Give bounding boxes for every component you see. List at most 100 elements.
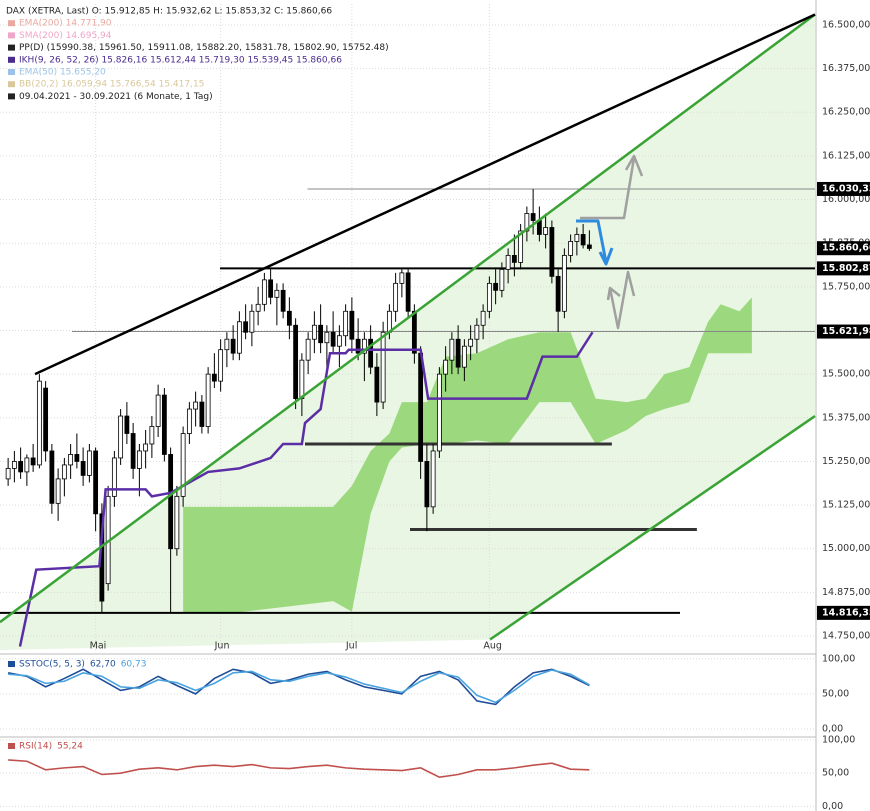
legend-swatch	[8, 20, 15, 27]
indicator-title: SSTOC(5, 5, 3)	[19, 660, 85, 670]
candle-body	[43, 387, 49, 452]
candle-body	[524, 213, 530, 232]
candle-body	[499, 268, 505, 291]
candle-body	[399, 272, 405, 284]
y-tick-label: 0,00	[822, 723, 843, 734]
price-tag	[817, 241, 870, 256]
price-tag	[817, 324, 870, 339]
legend-text: EMA(200) 14.771,90	[19, 19, 112, 29]
legend-text: DAX (XETRA, Last) O: 15.912,85 H: 15.932…	[6, 7, 332, 17]
x-tick-label: Mai	[90, 641, 107, 652]
candle-body	[80, 461, 86, 476]
x-tick-label: Jul	[345, 641, 357, 652]
candle-body	[255, 303, 261, 312]
price-tag	[817, 261, 870, 276]
candle-body	[574, 234, 580, 242]
y-tick-label: 15.500,00	[822, 369, 870, 380]
channel-fill	[0, 14, 815, 651]
price-tag-label: 15.802,87	[822, 263, 870, 274]
candle-body	[93, 450, 99, 515]
y-tick-label: 50,00	[822, 688, 849, 699]
candle-body	[568, 241, 574, 256]
kijun-line	[18, 331, 594, 647]
candle-body	[230, 338, 236, 354]
y-tick-label: 16.125,00	[822, 150, 870, 161]
trendline	[489, 415, 816, 641]
y-tick-label: 15.000,00	[822, 543, 870, 554]
candle-body	[243, 321, 249, 333]
y-tick-label: 15.250,00	[822, 456, 870, 467]
candle-body	[586, 244, 592, 249]
candle-body	[30, 457, 36, 466]
arrow	[580, 157, 636, 220]
candle-body	[124, 415, 130, 434]
candle-body	[130, 433, 136, 469]
legend-text: BB(20,2) 16.059,94 15.766,54 15.417,15	[19, 80, 204, 90]
legend-swatch	[8, 32, 15, 39]
candle-body	[405, 272, 411, 312]
candle-body	[199, 401, 205, 427]
candle-body	[505, 255, 511, 270]
candle-body	[161, 394, 167, 455]
price-tag-label: 15.621,98	[822, 326, 870, 337]
trendline	[0, 13, 816, 624]
y-tick-label: 16.000,00	[822, 194, 870, 205]
price-tag	[817, 605, 870, 620]
candle-body	[349, 310, 355, 340]
indicator-line	[8, 759, 590, 778]
x-tick-label: Jun	[214, 641, 230, 652]
candle-body	[343, 310, 349, 337]
candle-body	[211, 373, 217, 382]
legend-swatch	[8, 44, 15, 51]
candle-body	[180, 433, 186, 497]
legend-value: 55,24	[57, 742, 83, 752]
candle-body	[280, 289, 286, 312]
trendline	[34, 13, 816, 376]
forecast-arrows	[576, 154, 644, 330]
candle-body	[136, 450, 142, 469]
candle-body	[149, 426, 155, 445]
legend-swatch	[8, 93, 15, 100]
arrow-head	[606, 286, 621, 301]
candle-body	[411, 310, 417, 354]
candle-body	[330, 331, 336, 347]
candle-body	[111, 457, 117, 497]
candle-body	[11, 461, 17, 469]
candle-body	[118, 415, 124, 459]
candle-body	[386, 310, 392, 333]
candle-body	[543, 227, 549, 235]
candle-body	[511, 255, 517, 263]
candle-body	[324, 331, 330, 344]
legend-text: PP(D) (15990.38, 15961.50, 15911.08, 158…	[19, 43, 389, 53]
legend-text: 09.04.2021 - 30.09.2021 (6 Monate, 1 Tag…	[19, 92, 213, 102]
candle-body	[530, 213, 536, 221]
candle-body	[293, 324, 299, 399]
indicator-line	[8, 669, 590, 704]
candle-body	[186, 408, 192, 434]
legend-swatch	[8, 69, 15, 75]
candle-body	[468, 338, 474, 347]
candle-body	[549, 227, 555, 277]
candle-body	[311, 324, 317, 340]
y-tick-label: 100,00	[822, 734, 855, 745]
candle-body	[261, 279, 267, 305]
candle-body	[380, 331, 386, 403]
y-tick-label: 15.750,00	[822, 281, 870, 292]
candle-body	[536, 220, 542, 235]
arrow-head	[624, 154, 644, 177]
candle-body	[518, 230, 524, 263]
indicator-swatch	[8, 743, 15, 749]
y-tick-label: 15.375,00	[822, 412, 870, 423]
y-tick-label: 14.875,00	[822, 587, 870, 598]
candle-body	[286, 310, 292, 326]
candle-body	[474, 324, 480, 340]
candle-body	[155, 394, 161, 427]
indicator-swatch	[8, 661, 15, 667]
price-tag-label: 16.030,33	[822, 183, 870, 194]
candle-body	[455, 338, 461, 368]
candle-body	[336, 335, 342, 347]
candle-body	[424, 461, 430, 508]
candle-body	[443, 359, 449, 375]
arrow-head	[598, 247, 614, 266]
